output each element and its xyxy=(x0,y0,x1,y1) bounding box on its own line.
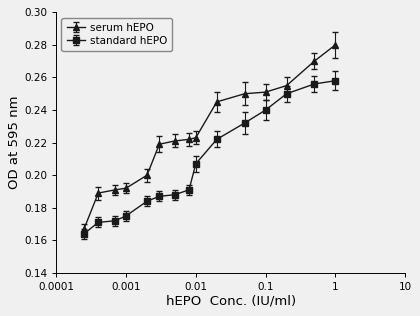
Y-axis label: OD at 595 nm: OD at 595 nm xyxy=(8,96,21,189)
Legend: serum hEPO, standard hEPO: serum hEPO, standard hEPO xyxy=(61,18,172,51)
X-axis label: hEPO  Conc. (IU/ml): hEPO Conc. (IU/ml) xyxy=(165,295,296,308)
